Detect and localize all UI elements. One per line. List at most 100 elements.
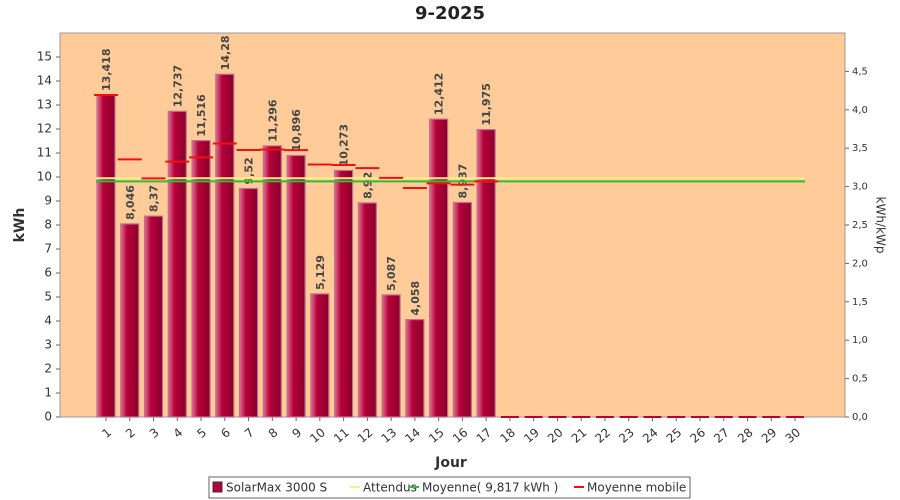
x-tick-label: 18 <box>497 425 518 446</box>
y2-tick-label: 4,0 <box>852 105 868 116</box>
bar <box>191 140 211 418</box>
bar <box>215 73 235 418</box>
y2-tick-label: 4,5 <box>852 66 868 77</box>
legend-label: SolarMax 3000 S <box>226 481 327 495</box>
value-label: 5,087 <box>385 256 398 291</box>
y-tick-label: 12 <box>37 122 52 136</box>
y2-tick-label: 3,5 <box>852 143 868 154</box>
bar <box>429 118 449 418</box>
x-tick-label: 5 <box>194 425 209 441</box>
y2-axis-label: kWh/kWp <box>874 197 888 254</box>
x-tick-label: 10 <box>307 425 328 446</box>
value-label: 11,296 <box>266 99 279 142</box>
y-tick-label: 6 <box>44 266 52 280</box>
bar <box>452 201 472 418</box>
y-tick-label: 3 <box>44 338 52 352</box>
x-tick-label: 19 <box>521 425 542 446</box>
legend-swatch <box>212 481 223 493</box>
x-tick-label: 14 <box>402 425 423 446</box>
x-tick-label: 11 <box>331 425 352 446</box>
x-tick-label: 16 <box>450 425 471 446</box>
x-tick-label: 21 <box>569 425 590 446</box>
y2-tick-label: 2,0 <box>852 258 868 269</box>
x-tick-label: 27 <box>711 425 732 446</box>
y-tick-label: 14 <box>37 74 52 88</box>
value-label: 10,273 <box>338 124 351 166</box>
value-label: 8,046 <box>124 185 137 220</box>
bar <box>96 94 116 418</box>
bar <box>476 129 496 418</box>
x-tick-label: 13 <box>379 425 400 446</box>
x-axis-label: Jour <box>434 455 467 471</box>
bar <box>334 169 354 418</box>
x-tick-label: 6 <box>218 425 233 441</box>
bar <box>262 145 282 418</box>
x-tick-label: 4 <box>171 425 186 441</box>
y-tick-label: 4 <box>44 314 52 328</box>
y2-tick-label: 0,0 <box>852 412 868 423</box>
y2-tick-label: 3,0 <box>852 182 868 193</box>
x-tick-label: 30 <box>783 425 804 446</box>
x-tick-label: 24 <box>640 425 661 446</box>
y-tick-label: 2 <box>44 362 52 376</box>
bar <box>381 294 401 418</box>
y-tick-label: 10 <box>37 170 52 184</box>
value-label: 5,129 <box>314 255 327 290</box>
x-tick-label: 20 <box>545 425 566 446</box>
value-label: 4,058 <box>409 281 422 316</box>
legend-label: Moyenne mobile <box>587 481 686 495</box>
x-tick-label: 22 <box>592 425 613 446</box>
legend <box>208 476 691 499</box>
value-label: 12,737 <box>171 65 184 107</box>
y2-tick-label: 1,5 <box>852 297 868 308</box>
plot-area <box>59 32 846 418</box>
y-tick-label: 7 <box>44 242 52 256</box>
value-label: 13,418 <box>100 49 113 91</box>
y2-tick-label: 2,5 <box>852 220 868 231</box>
legend-label: Attendus <box>363 481 417 495</box>
value-label: 11,975 <box>480 83 493 125</box>
x-tick-label: 26 <box>687 425 708 446</box>
x-tick-label: 25 <box>664 425 685 446</box>
x-tick-label: 17 <box>474 425 495 446</box>
value-label: 12,412 <box>433 73 446 115</box>
value-label: 14,28 <box>219 35 232 70</box>
chart-title: 9-2025 <box>415 3 485 24</box>
value-label: 10,896 <box>290 109 303 152</box>
y2-tick-label: 0,5 <box>852 374 868 385</box>
bar <box>143 215 164 418</box>
y-tick-label: 5 <box>44 290 52 304</box>
value-label: 11,516 <box>195 94 208 137</box>
x-tick-label: 28 <box>735 425 756 446</box>
y2-tick-label: 1,0 <box>852 335 868 346</box>
y-tick-label: 0 <box>44 410 52 424</box>
bar <box>120 223 140 418</box>
y-tick-label: 15 <box>37 50 52 64</box>
x-tick-label: 12 <box>355 425 376 446</box>
y-tick-label: 13 <box>37 98 52 112</box>
x-tick-label: 29 <box>759 425 780 446</box>
x-tick-label: 23 <box>616 425 637 446</box>
x-tick-label: 7 <box>242 425 257 441</box>
value-label: 8,92 <box>361 172 374 199</box>
bar <box>310 293 330 418</box>
value-label: 8,37 <box>148 185 161 212</box>
x-tick-label: 2 <box>123 425 138 441</box>
bar <box>357 202 377 418</box>
y-tick-label: 8 <box>44 218 52 232</box>
y-tick-label: 11 <box>37 146 52 160</box>
bar <box>286 154 306 418</box>
legend-label: Moyenne( 9,817 kWh ) <box>422 481 558 495</box>
x-tick-label: 9 <box>289 425 304 441</box>
bar <box>167 110 187 418</box>
x-tick-label: 3 <box>147 425 162 441</box>
bar <box>405 319 425 418</box>
y-tick-label: 9 <box>44 194 52 208</box>
y-tick-label: 1 <box>44 386 52 400</box>
x-tick-label: 8 <box>266 425 281 441</box>
x-tick-label: 15 <box>426 425 447 446</box>
x-tick-label: 1 <box>99 425 114 441</box>
y-axis-label: kWh <box>12 208 28 243</box>
bar <box>238 187 259 418</box>
